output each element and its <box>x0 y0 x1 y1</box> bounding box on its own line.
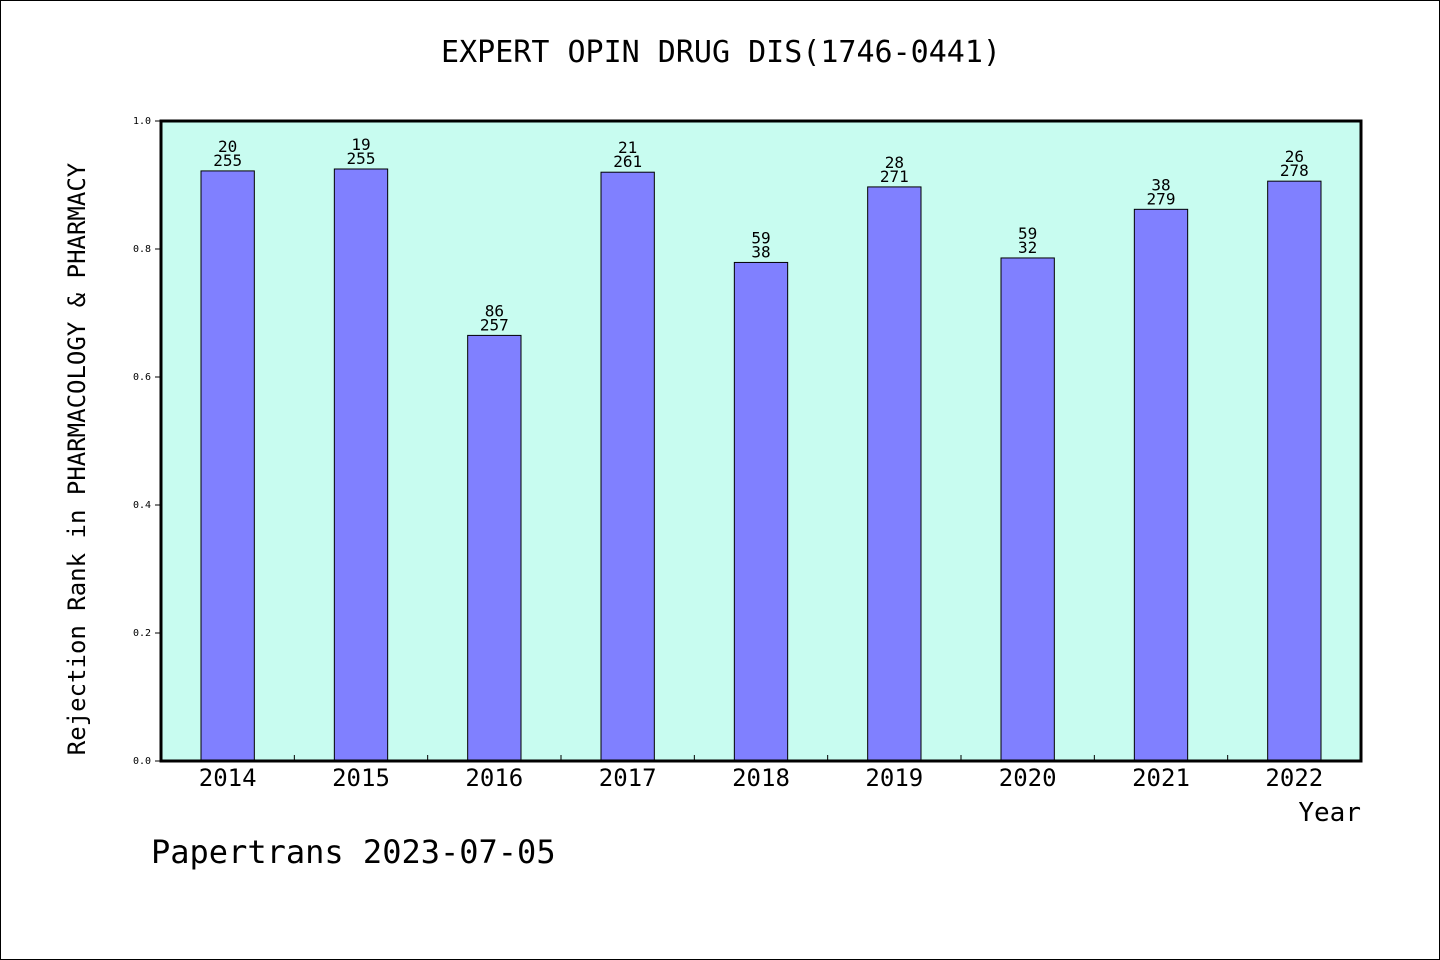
x-tick-label: 2017 <box>599 764 657 792</box>
bar-total-label: 255 <box>213 151 242 170</box>
bar-total-label: 261 <box>613 152 642 171</box>
bar-2022 <box>1267 180 1322 762</box>
bar-total-label: 38 <box>751 242 770 261</box>
bar-2018 <box>733 261 789 762</box>
y-axis-ticks: 0.0 0.2 0.4 0.6 0.8 1.0 <box>133 116 161 767</box>
bar-2020 <box>1000 257 1055 762</box>
x-tick-label: 2022 <box>1265 764 1323 792</box>
x-tick-label: 2018 <box>732 764 790 792</box>
bar-rank-label: 19 <box>351 135 370 154</box>
y-tick-label: 0.2 <box>133 628 151 639</box>
footer-credit: Papertrans 2023-07-05 <box>151 833 556 871</box>
y-tick-label: 0.0 <box>133 756 151 767</box>
x-tick-label: 2016 <box>465 764 523 792</box>
bar-rank-label: 59 <box>1018 224 1037 243</box>
bar-total-label: 257 <box>480 315 509 334</box>
y-tick-label: 1.0 <box>133 116 151 127</box>
x-tick-label: 2014 <box>199 764 257 792</box>
x-tick-label: 2019 <box>865 764 923 792</box>
bar-total-label: 255 <box>347 149 376 168</box>
chart-title: EXPERT OPIN DRUG DIS(1746-0441) <box>441 35 1001 70</box>
bar-2014 <box>200 170 255 762</box>
bar-labels: 2025519255862572126159382827159323827926… <box>213 135 1309 334</box>
bar-rank-label: 28 <box>885 153 904 172</box>
bar-2015 <box>333 168 389 762</box>
bar-total-label: 32 <box>1018 238 1037 257</box>
bar-rank-label: 59 <box>751 228 770 247</box>
plot-frame <box>159 119 1363 763</box>
bar-rank-label: 26 <box>1285 147 1304 166</box>
bar-rank-label: 38 <box>1151 175 1170 194</box>
y-axis-label: Rejection Rank in PHARMACOLOGY & PHARMAC… <box>63 162 91 755</box>
bar-2019 <box>867 186 922 762</box>
x-axis-ticks: 2014 2015 2016 2017 2018 2019 2020 2021 2022 <box>199 755 1323 792</box>
bar-total-label: 271 <box>880 167 909 186</box>
bar-rank-label: 21 <box>618 138 637 157</box>
x-tick-label: 2015 <box>332 764 390 792</box>
y-tick-label: 0.8 <box>133 244 151 255</box>
y-tick-label: 0.4 <box>133 500 151 511</box>
bar-total-label: 278 <box>1280 161 1309 180</box>
y-tick-label: 0.6 <box>133 372 151 383</box>
bar-total-label: 279 <box>1147 189 1176 208</box>
bar-2021 <box>1133 208 1189 762</box>
x-tick-label: 2020 <box>999 764 1057 792</box>
bars <box>200 168 1322 762</box>
bar-2017 <box>600 171 655 762</box>
x-tick-label: 2021 <box>1132 764 1190 792</box>
bar-rank-label: 86 <box>485 301 504 320</box>
x-axis-label: Year <box>1298 798 1361 828</box>
bar-rank-label: 20 <box>218 137 237 156</box>
bar-2016 <box>467 334 522 762</box>
